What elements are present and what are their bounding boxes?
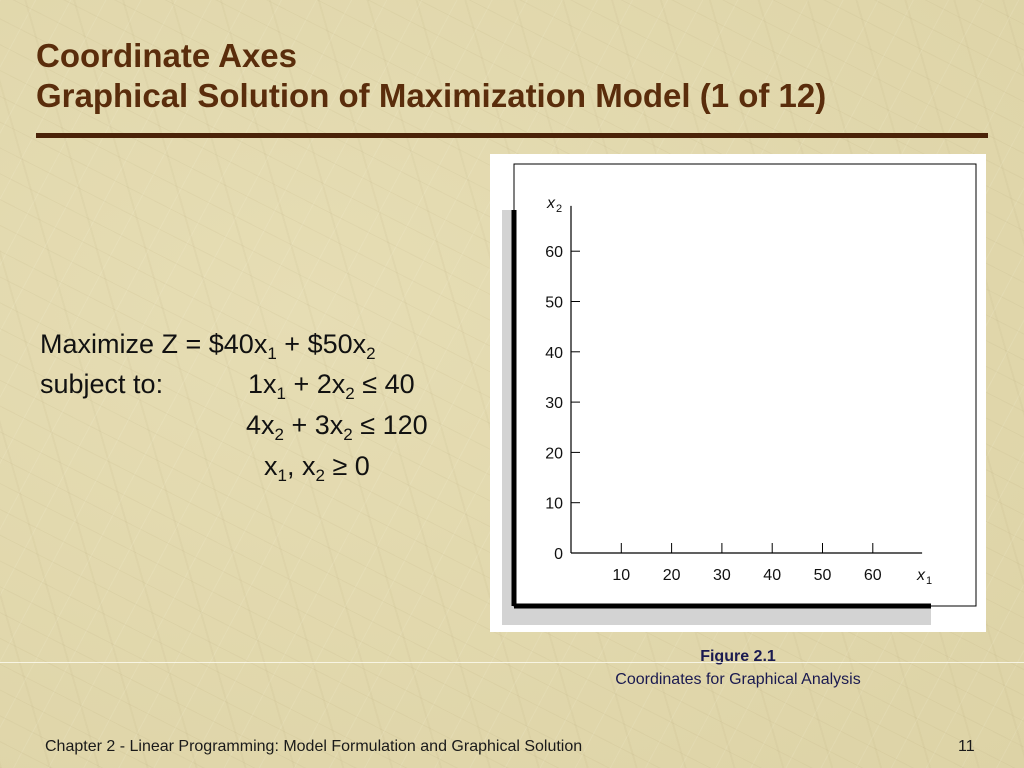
subscript: 1 — [267, 344, 277, 363]
x-tick-label: 50 — [814, 567, 832, 584]
plot-frame — [513, 163, 977, 607]
y-tick-label: 0 — [554, 546, 563, 563]
title-line-1: Coordinate Axes — [36, 37, 298, 74]
y-tick-label: 10 — [545, 496, 563, 513]
constraint-text: , x — [286, 451, 316, 481]
constraint-text: ≤ 40 — [354, 369, 415, 399]
subscript: 1 — [276, 384, 286, 403]
constraint-text: 4x — [246, 410, 275, 440]
constraint-text: + 3x — [284, 410, 344, 440]
constraint-text: ≥ 0 — [324, 451, 370, 481]
nonnegativity-constraint: x1, x2 ≥ 0 — [264, 446, 370, 486]
subscript: 2 — [315, 466, 325, 485]
constraint-text: ≤ 120 — [352, 410, 428, 440]
footer-chapter-title: Chapter 2 - Linear Programming: Model Fo… — [45, 738, 583, 755]
constraint-text: x — [264, 451, 278, 481]
subject-to-label: subject to: — [40, 369, 164, 399]
constraint-1: 1x1 + 2x2 ≤ 40 — [248, 364, 415, 404]
x-tick-label: 20 — [663, 567, 681, 584]
title-line-2: Graphical Solution of Maximization Model… — [36, 77, 827, 114]
subscript: 1 — [277, 466, 287, 485]
x-axis-label: x — [916, 567, 926, 584]
y-tick-label: 60 — [545, 244, 563, 261]
figure-caption: Figure 2.1 Coordinates for Graphical Ana… — [560, 645, 916, 691]
constraint-text: + 2x — [286, 369, 346, 399]
y-axis-label-subscript: 2 — [556, 203, 562, 215]
constraint-2: 4x2 + 3x2 ≤ 120 — [246, 405, 428, 445]
x-tick-label: 40 — [763, 567, 781, 584]
constraint-text: 1x — [248, 369, 277, 399]
y-tick-label: 20 — [545, 445, 563, 462]
subscript: 2 — [345, 384, 355, 403]
figure-number: Figure 2.1 — [700, 648, 776, 665]
title-underline — [36, 133, 988, 138]
subscript: 2 — [366, 344, 376, 363]
subscript: 2 — [343, 425, 353, 444]
y-tick-label: 50 — [545, 295, 563, 312]
x-tick-label: 10 — [612, 567, 630, 584]
footer-divider — [0, 662, 1024, 663]
figure-frame: 10 20 30 40 50 60 0 10 20 30 40 50 60 x 1 x 2 — [490, 154, 986, 632]
figure-description: Coordinates for Graphical Analysis — [615, 671, 861, 688]
y-tick-label: 30 — [545, 395, 563, 412]
y-axis-label: x — [546, 195, 556, 212]
objective-text: + $50x — [276, 329, 367, 359]
objective-function: Maximize Z = $40x1 + $50x2 — [40, 324, 376, 364]
subscript: 2 — [274, 425, 284, 444]
x-axis-label-subscript: 1 — [926, 575, 932, 587]
x-tick-label: 60 — [864, 567, 882, 584]
slide-number: 11 — [958, 738, 975, 755]
slide-title: Coordinate Axes Graphical Solution of Ma… — [36, 36, 826, 116]
y-tick-label: 40 — [545, 345, 563, 362]
x-tick-label: 30 — [713, 567, 731, 584]
objective-text: Maximize Z = $40x — [40, 329, 268, 359]
